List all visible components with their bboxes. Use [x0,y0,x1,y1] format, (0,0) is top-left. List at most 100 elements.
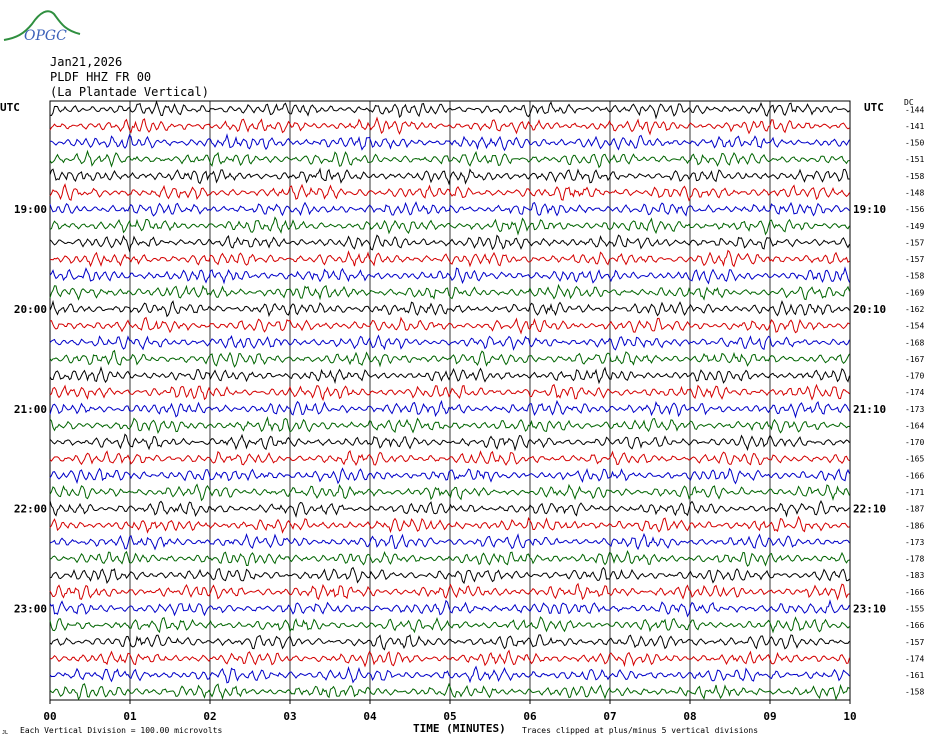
seismic-trace [49,399,850,419]
x-axis-label: TIME (MINUTES) [413,722,506,735]
dc-offset-label: -165 [905,455,924,464]
seismic-trace [50,133,850,152]
dc-offset-label: -174 [905,654,924,663]
dc-offset-label: -150 [905,139,924,148]
dc-label: DC [904,98,914,107]
footer-scale-note: Each Vertical Division = 100.00 microvol… [20,726,223,735]
hour-label-left: 19:00 [14,203,47,216]
seismic-trace [49,383,850,402]
opgc-logo: OPGC [2,4,82,46]
x-tick-label: 03 [283,710,296,723]
seismic-trace [49,116,850,136]
dc-offset-label: -178 [905,555,924,564]
seismic-trace [49,183,850,202]
x-tick-label: 04 [363,710,377,723]
dc-offset-label: -156 [905,205,924,214]
dc-offset-label: -148 [905,189,924,198]
seismic-trace [49,266,850,285]
seismic-trace [49,201,850,217]
seismic-trace [49,450,850,467]
dc-offset-label: -183 [905,571,924,580]
seismic-trace [49,616,850,634]
dc-offset-label: -166 [905,621,924,630]
dc-offset-label: -171 [905,488,924,497]
hour-label-left: 21:00 [14,403,47,416]
seismic-trace [49,416,850,435]
dc-offset-label: -164 [905,421,924,430]
x-tick-label: 08 [683,710,696,723]
seismic-trace [49,283,850,301]
dc-offset-label: -157 [905,638,924,647]
x-tick-label: 02 [203,710,216,723]
seismic-trace [49,467,850,485]
header-site: (La Plantade Vertical) [50,85,209,99]
footer-clip-note: Traces clipped at plus/minus 5 vertical … [522,726,759,735]
seismic-trace [49,515,850,534]
dc-offset-label: -173 [905,538,924,547]
dc-offset-label: -157 [905,238,924,247]
header-date: Jan21,2026 [50,55,123,69]
seismic-trace [49,216,850,236]
dc-offset-label: -158 [905,688,924,697]
dc-offset-label: -170 [905,372,924,381]
seismic-trace [49,499,850,518]
hour-label-right: 22:10 [853,503,886,516]
x-tick-label: 07 [603,710,616,723]
dc-offset-label: -158 [905,272,924,281]
seismic-trace [49,483,850,502]
x-tick-label: 06 [523,710,537,723]
dc-offset-label: -173 [905,405,924,414]
dc-offset-label: -141 [905,122,924,131]
hour-label-right: 21:10 [853,403,886,416]
seismic-trace [49,433,850,452]
dc-offset-label: -167 [905,355,924,364]
dc-offset-label: -170 [905,438,924,447]
dc-offset-label: -166 [905,471,924,480]
footer-corner-mark: JL [2,730,9,736]
seismic-trace [49,599,850,618]
dc-offset-label: -149 [905,222,924,231]
dc-offset-label: -166 [905,588,924,597]
dc-offset-label: -187 [905,505,924,514]
seismic-trace [49,334,850,351]
seismic-trace [49,549,850,567]
logo-text: OPGC [24,28,67,44]
logo-mountain-icon [3,10,81,41]
seismic-trace [49,582,850,601]
dc-offset-label: -162 [905,305,924,314]
seismic-trace [49,634,850,651]
dc-offset-label: -174 [905,388,924,397]
utc-right-label: UTC [864,101,884,114]
seismic-trace [49,532,850,551]
seismic-trace [49,665,850,684]
seismic-trace [49,234,850,253]
hour-label-right: 19:10 [853,203,886,216]
dc-offset-label: -169 [905,288,924,297]
seismic-trace [49,365,850,385]
seismic-trace [49,566,850,585]
seismic-trace [49,149,850,169]
dc-offset-label: -155 [905,604,924,613]
seismic-trace [49,99,850,120]
dc-offset-label: -157 [905,255,924,264]
x-tick-label: 00 [43,710,56,723]
seismic-trace [50,649,850,668]
dc-offset-label: -161 [905,671,924,680]
utc-left-label: UTC [0,101,20,114]
hour-label-left: 20:00 [14,303,47,316]
seismic-trace [49,167,850,186]
seismic-trace [49,316,850,335]
header-station: PLDF HHZ FR 00 [50,70,152,84]
dc-offset-label: -151 [905,155,924,164]
dc-offset-label: -154 [905,322,924,331]
dc-offset-label: -186 [905,521,924,530]
x-tick-label: 05 [443,710,456,723]
x-tick-label: 10 [843,710,856,723]
hour-label-right: 20:10 [853,303,886,316]
hour-label-left: 22:00 [14,503,47,516]
x-tick-label: 09 [763,710,776,723]
dc-offset-label: -158 [905,172,924,181]
hour-label-left: 23:00 [14,602,47,615]
hour-label-right: 23:10 [853,602,886,615]
